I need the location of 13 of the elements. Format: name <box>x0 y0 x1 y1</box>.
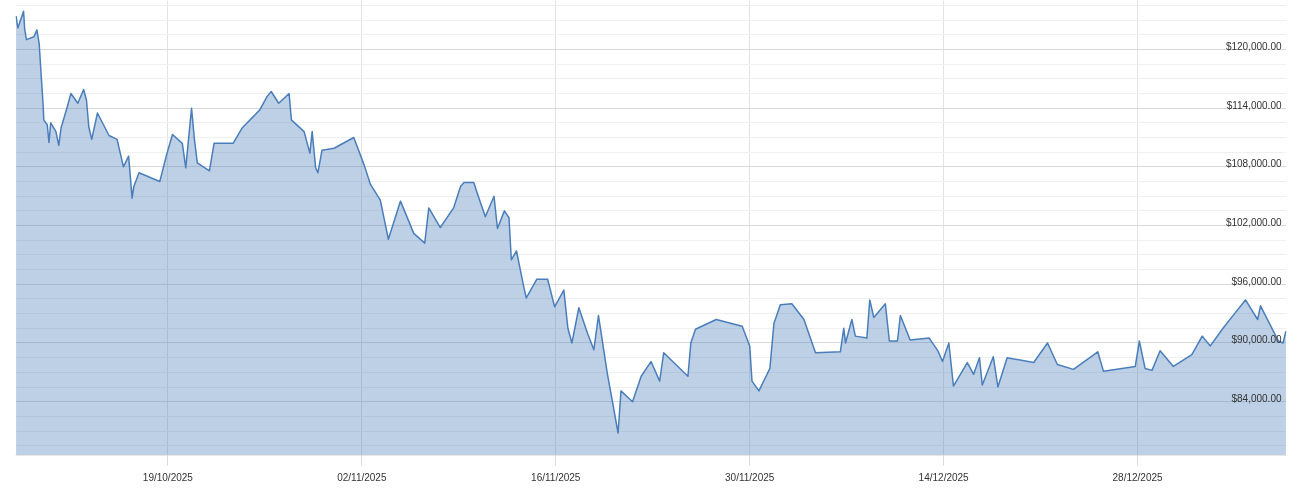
y-tick-label: $96,000.00 <box>1231 275 1282 287</box>
y-tick-label: $90,000.00 <box>1231 334 1282 346</box>
y-tick-label: $102,000.00 <box>1225 217 1282 229</box>
x-tick-label: 14/12/2025 <box>918 471 970 483</box>
y-tick-label: $120,000.00 <box>1225 40 1282 52</box>
x-tick-label: 19/10/2025 <box>142 471 194 483</box>
x-tick-label: 28/12/2025 <box>1112 471 1164 483</box>
y-tick-label: $108,000.00 <box>1225 158 1282 170</box>
y-tick-label: $114,000.00 <box>1226 99 1282 111</box>
x-tick-label: 02/11/2025 <box>337 471 387 483</box>
x-tick-label: 16/11/2025 <box>531 471 581 483</box>
x-tick-label: 30/11/2025 <box>725 471 775 483</box>
y-tick-label: $84,000.00 <box>1231 393 1282 405</box>
